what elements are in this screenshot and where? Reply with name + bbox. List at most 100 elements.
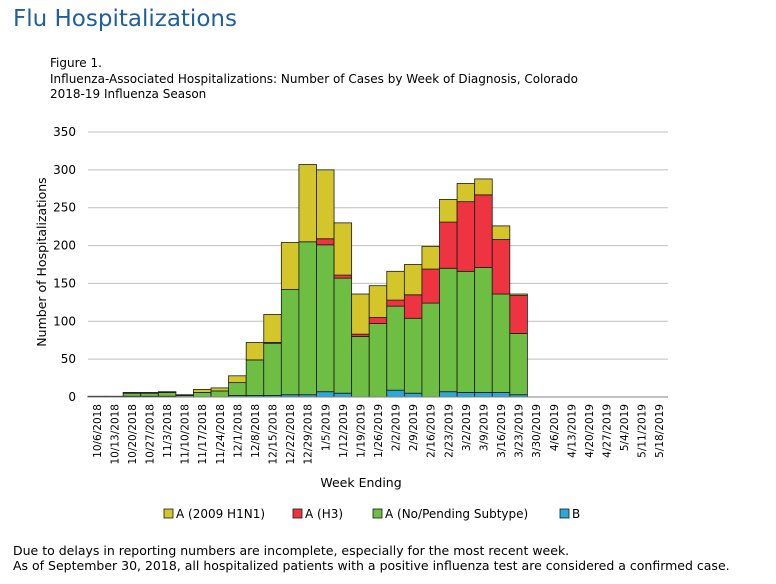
x-tick-label: 3/23/2019 <box>514 404 526 458</box>
bar-segment <box>474 194 493 268</box>
bar-segment <box>491 239 511 295</box>
footnote-line2: As of September 30, 2018, all hospitaliz… <box>13 558 730 573</box>
footnote: Due to delays in reporting numbers are i… <box>13 543 730 573</box>
bar-segment <box>122 392 142 394</box>
x-tick-label: 12/29/2018 <box>303 404 315 465</box>
x-tick-label: 11/3/2018 <box>162 404 174 458</box>
axes: 0 50 100 150 200 250 300 350 10/6/2018 10/13/2018… <box>34 125 668 490</box>
bar-segment <box>491 225 511 240</box>
bar-segment <box>333 274 353 279</box>
x-tick-label: 12/8/2018 <box>250 404 262 458</box>
page-title: Flu Hospitalizations <box>13 6 237 32</box>
bar-segment <box>403 264 423 296</box>
x-tick-label: 5/11/2019 <box>637 404 649 458</box>
bar-segment <box>316 244 335 393</box>
bar-segment <box>228 382 247 396</box>
x-tick-label: 3/30/2019 <box>531 404 543 458</box>
y-tick-label: 200 <box>53 239 76 253</box>
y-tick-label: 250 <box>53 201 76 215</box>
x-tick-label: 4/20/2019 <box>584 404 596 458</box>
legend-label: A (No/Pending Subtype) <box>385 507 528 521</box>
bar-segment <box>386 270 405 301</box>
x-tick-label: 11/10/2018 <box>180 404 192 465</box>
bar-segment <box>421 302 440 398</box>
legend: A (2009 H1N1) A (H3) A (No/Pending Subtype… <box>163 507 580 521</box>
bar-segment <box>509 295 528 334</box>
bar-segment <box>210 387 230 392</box>
legend-label: B <box>572 507 580 521</box>
bar-segment <box>491 293 511 393</box>
bar-segment <box>474 178 493 196</box>
x-tick-label: 5/18/2019 <box>654 404 666 458</box>
bar-segment <box>245 342 265 361</box>
bar-segment <box>175 394 194 396</box>
y-tick-label: 0 <box>68 390 76 404</box>
bar-segment <box>474 267 493 393</box>
x-tick-label: 10/6/2018 <box>92 404 104 458</box>
figure-caption: Figure 1. Influenza-Associated Hospitali… <box>50 56 578 103</box>
figure-title-line1: Influenza-Associated Hospitalizations: N… <box>50 71 578 86</box>
bar-segment <box>140 392 159 394</box>
bar-segment <box>280 242 300 290</box>
legend-swatch <box>559 508 570 519</box>
x-tick-label: 2/23/2019 <box>443 404 455 458</box>
x-tick-label: 4/13/2019 <box>566 404 578 458</box>
bars <box>87 164 528 398</box>
y-tick-label: 50 <box>61 352 76 366</box>
legend-label: A (2009 H1N1) <box>176 507 265 521</box>
y-tick-label: 100 <box>53 314 76 328</box>
bar-segment <box>421 268 440 304</box>
bar-segment <box>439 267 458 393</box>
bar-segment <box>122 392 142 397</box>
y-tick-label: 350 <box>53 125 76 139</box>
bar-segment <box>351 336 370 398</box>
bar-segment <box>386 299 405 307</box>
legend-label: A (H3) <box>305 507 343 521</box>
figure-label: Figure 1. <box>50 56 102 70</box>
bar-segment <box>140 392 159 397</box>
bar-segment <box>333 392 353 398</box>
bar-segment <box>421 245 440 270</box>
bar-segment <box>298 164 317 243</box>
bar-segment <box>439 391 458 398</box>
legend-swatch <box>372 508 383 519</box>
bar-segment <box>439 198 458 223</box>
x-axis-title: Week Ending <box>320 475 401 490</box>
bar-segment <box>228 375 247 384</box>
x-tick-label: 1/19/2019 <box>355 404 367 458</box>
x-tick-label: 1/5/2019 <box>320 404 332 451</box>
bar-segment <box>386 389 405 398</box>
bar-segment <box>386 305 405 391</box>
x-tick-label: 10/27/2018 <box>145 404 157 465</box>
x-tick-label: 5/4/2019 <box>619 404 631 451</box>
bar-segment <box>456 270 476 393</box>
bar-segment <box>368 323 388 398</box>
x-tick-label: 10/20/2018 <box>127 404 139 465</box>
x-tick-label: 10/13/2018 <box>109 404 121 465</box>
x-tick-label: 4/27/2019 <box>601 404 613 458</box>
x-tick-label: 12/22/2018 <box>285 404 297 465</box>
x-tick-label: 3/2/2019 <box>461 404 473 451</box>
x-tick-label: 1/26/2019 <box>373 404 385 458</box>
x-tick-label: 11/24/2018 <box>215 404 227 465</box>
bar-segment <box>280 289 300 396</box>
bar-segment <box>491 392 511 398</box>
bar-segment <box>316 169 335 240</box>
y-tick-label: 300 <box>53 163 76 177</box>
bar-segment <box>509 332 528 396</box>
bar-segment <box>316 391 335 398</box>
bar-segment <box>439 221 458 269</box>
x-tick-label: 12/15/2018 <box>268 404 280 465</box>
bar-segment <box>193 389 212 393</box>
bar-segment <box>263 342 282 396</box>
x-tick-label: 12/1/2018 <box>232 404 244 458</box>
bar-segment <box>333 277 353 394</box>
bar-segment <box>509 293 528 296</box>
x-tick-label: 2/9/2019 <box>408 404 420 451</box>
y-axis-title: Number of Hospitalizations <box>34 177 49 346</box>
bar-segment <box>403 294 423 319</box>
bar-segment <box>403 392 423 398</box>
bar-segment <box>456 183 476 203</box>
bar-segment <box>474 392 493 398</box>
bar-segment <box>298 241 317 396</box>
